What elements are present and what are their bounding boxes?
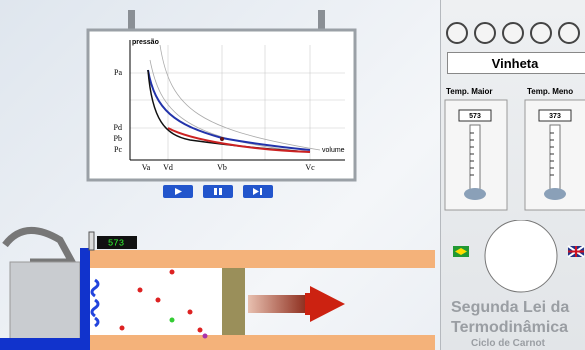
screen: pressão volume Pa Pd Pb Pc Va Vd Vb Vc [0,0,585,350]
base [0,338,80,350]
temperature-display: 573 [108,238,124,248]
arrow [305,286,345,322]
x-axis-label: volume [322,147,345,154]
y-label: Pa [114,68,122,77]
vinheta-button[interactable]: Vinheta [447,52,585,74]
cylinder-wall [85,335,435,350]
thermometer [550,125,560,190]
x-label: Vc [305,163,315,172]
x-label: Vb [217,163,227,172]
graph-frame [88,30,355,180]
pipe [5,230,72,262]
thermometer-icon [89,232,94,250]
thermometers: 573 373 [441,98,585,213]
side-panel: Vinheta Temp. Maior Temp. Meno 573 373 S… [440,0,585,350]
tool-button[interactable] [559,23,579,43]
pause-button[interactable] [203,185,233,198]
language-select [441,220,585,300]
engine: 573 [0,230,435,350]
reservoir [10,262,80,342]
piston [222,268,245,335]
state-point [220,137,224,141]
thermo-value: 373 [549,113,561,120]
y-label: Pb [114,134,122,143]
y-label: Pd [114,123,122,132]
piston-rod [248,295,308,313]
y-label: Pc [114,145,122,154]
cylinder-wall [85,250,435,268]
column-label: Temp. Meno [527,87,573,96]
tool-button[interactable] [531,23,551,43]
toolbar [441,0,585,50]
app-subtitle: Ciclo de Carnot [471,338,545,349]
hot-plate [80,248,90,350]
x-label: Vd [163,163,173,172]
simulation: pressão volume Pa Pd Pb Pc Va Vd Vb Vc [0,0,440,350]
column-label: Temp. Maior [446,87,493,96]
controls [163,185,273,198]
tool-button[interactable] [475,23,495,43]
app-title: Segunda Lei da Termodinâmica [451,298,585,338]
thermo-value: 573 [469,113,481,120]
tool-button[interactable] [503,23,523,43]
x-label: Va [142,163,151,172]
dial [485,220,557,292]
tool-button[interactable] [447,23,467,43]
y-axis-label: pressão [132,39,159,46]
thermometer [470,125,480,190]
